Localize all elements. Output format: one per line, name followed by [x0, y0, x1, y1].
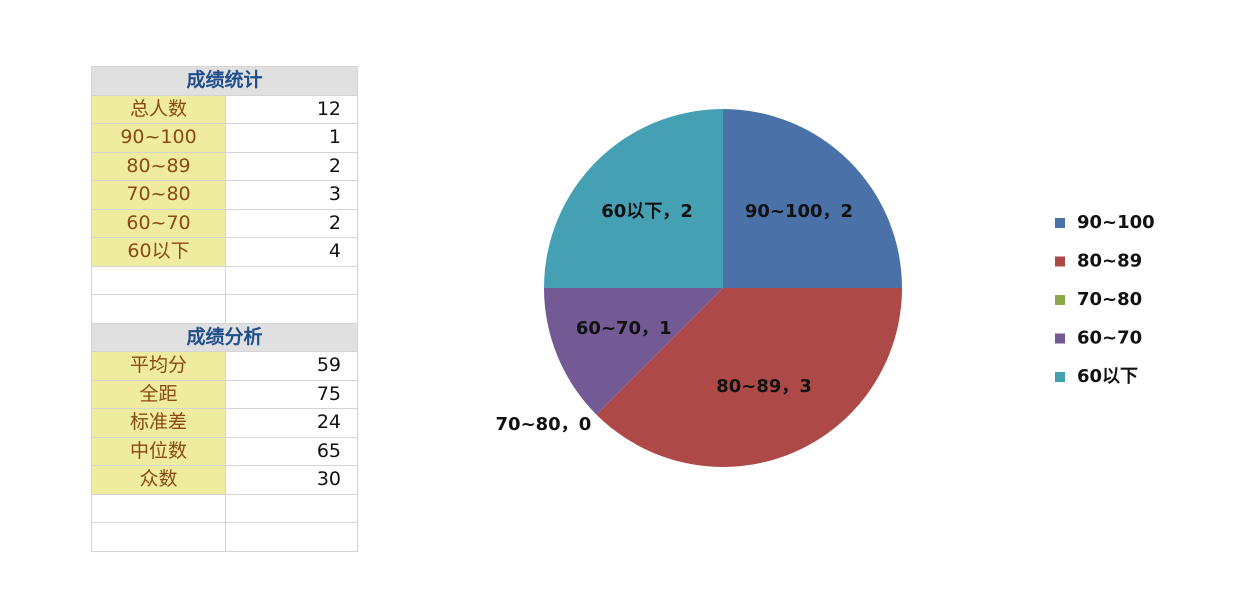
row-value: 65 — [225, 436, 358, 466]
legend-label: 70~80 — [1077, 289, 1142, 310]
data-label: 60~70，1 — [576, 318, 672, 339]
data-label: 90~100，2 — [745, 201, 853, 222]
row-label: 平均分 — [91, 351, 226, 381]
pie-slice — [544, 288, 723, 415]
row-value: 30 — [225, 465, 358, 495]
legend-label: 80~89 — [1077, 251, 1142, 272]
row-value: 12 — [225, 94, 358, 124]
row-label: 标准差 — [91, 408, 226, 438]
empty-cell — [91, 265, 226, 295]
row-value: 2 — [225, 151, 358, 181]
legend-label: 60以下 — [1077, 366, 1138, 387]
row-label: 总人数 — [91, 94, 226, 124]
row-label: 90~100 — [91, 123, 226, 153]
empty-cell — [225, 265, 358, 295]
empty-cell — [91, 522, 226, 552]
empty-cell — [225, 493, 358, 523]
legend-swatch — [1055, 218, 1065, 228]
empty-cell — [225, 522, 358, 552]
row-value: 75 — [225, 379, 358, 409]
legend-swatch — [1055, 372, 1065, 382]
row-label: 80~89 — [91, 151, 226, 181]
row-label: 60以下 — [91, 237, 226, 267]
empty-cell — [91, 493, 226, 523]
row-label: 众数 — [91, 465, 226, 495]
legend-label: 60~70 — [1077, 328, 1142, 349]
data-label: 60以下，2 — [601, 201, 693, 222]
legend-swatch — [1055, 295, 1065, 305]
empty-cell — [225, 294, 358, 324]
row-label: 全距 — [91, 379, 226, 409]
table-title: 成绩分析 — [91, 322, 358, 352]
data-label: 70~80，0 — [496, 414, 592, 435]
row-value: 59 — [225, 351, 358, 381]
pie-slice — [596, 288, 903, 467]
legend-swatch — [1055, 256, 1065, 267]
row-value: 1 — [225, 123, 358, 153]
row-label: 中位数 — [91, 436, 226, 466]
row-label: 60~70 — [91, 208, 226, 238]
pie-slice — [723, 109, 902, 288]
row-label: 70~80 — [91, 180, 226, 210]
table-title: 成绩统计 — [91, 66, 358, 96]
data-label: 80~89，3 — [716, 376, 812, 397]
row-value: 3 — [225, 180, 358, 210]
row-value: 2 — [225, 208, 358, 238]
legend-swatch — [1055, 333, 1065, 344]
row-value: 4 — [225, 237, 358, 267]
legend-label: 90~100 — [1077, 212, 1155, 233]
row-value: 24 — [225, 408, 358, 438]
pie-slice — [544, 109, 723, 288]
empty-cell — [91, 294, 226, 324]
